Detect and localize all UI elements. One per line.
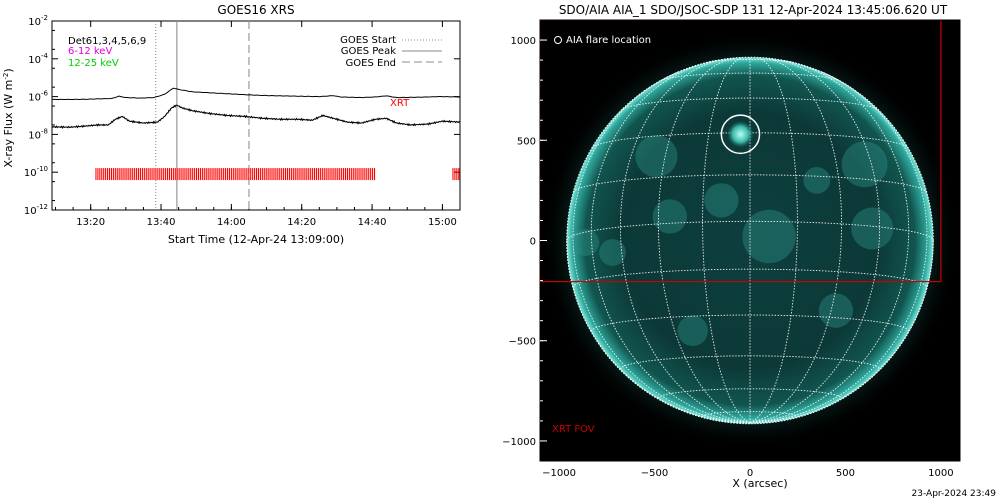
heliographic-grid [566,57,934,424]
active-region-glow [851,207,894,250]
grid-line [619,355,881,370]
aia-x-axis-label: X (arcsec) [732,477,787,490]
goes-y-tick-label: 10-2 [28,14,48,28]
legend-detectors: Det61,3,4,5,6,9 [68,36,146,47]
goes-xrs-panel: GOES16 XRS 10-2 10-4 10-6 10-8 10-10 10-12 13… [2,3,461,246]
aia-flare-circle [720,114,761,155]
aia-x-tick-label: 0 [747,468,753,479]
aia-x-tick-label: 1000 [928,468,953,479]
active-region-glow [841,141,888,188]
legend-goes-start: GOES Start [340,35,396,46]
grid-line [749,71,928,424]
footer-timestamp: 23-Apr-2024 23:49 [912,489,997,499]
active-region-glow [677,315,709,346]
aia-panel: SDO/AIA AIA_1 SDO/JSOC-SDP 131 12-Apr-20… [502,3,961,490]
goes-y-tick-label: 10-4 [28,52,48,66]
goes-x-axis-label: Start Time (12-Apr-24 13:09:00) [168,233,344,246]
goes-x-tick-label: 14:20 [287,217,316,228]
aia-y-tick-label: 0 [530,237,536,248]
goes-chart-title: GOES16 XRS [217,3,294,17]
aia-x-tick-label: −1000 [542,468,576,479]
goes-plot-frame [51,20,461,211]
active-region-glow [635,135,678,178]
grid-line [702,57,751,424]
active-region-glow [572,229,600,256]
xrt-fov-label: XRT FOV [552,424,595,435]
legend-12-25-kev: 12-25 keV [68,58,119,69]
grid-line [660,72,840,82]
active-region-glow [599,239,626,266]
aia-legend-marker [554,36,562,44]
goes-series-short [52,104,460,129]
grid-line [749,57,881,424]
goes-x-tick-label: 14:40 [358,217,387,228]
aia-legend-text: AIA flare location [566,35,651,46]
grid-line [749,57,843,424]
goes-series [52,87,460,129]
active-region-glow [652,199,687,234]
xrt-coverage [95,168,460,181]
aia-y-tick-label: −500 [509,337,536,348]
goes-x-tick-label: 13:20 [76,217,105,228]
legend-goes-end: GOES End [346,58,396,69]
aia-x-tick-label: 500 [836,468,855,479]
goes-y-tick-label: 10-8 [28,127,48,141]
grid-line [572,71,751,424]
xrt-fov-box [540,20,942,283]
active-region-glow [704,183,739,218]
legend-6-12-kev: 6-12 keV [68,46,112,57]
goes-y-tick-label: 10-10 [24,165,48,179]
goes-x-tick-label: 15:00 [428,217,457,228]
solar-limb [566,56,934,425]
aia-y-tick-label: 500 [517,136,536,147]
goes-y-axis-label: X-ray Flux (W m-2) [2,68,15,167]
xrt-label: XRT [390,98,410,109]
aia-x-tick-label: −500 [641,468,668,479]
active-region-glow [818,293,854,328]
grid-line [749,57,798,424]
goes-series-long [52,87,460,101]
flare-glow [727,120,754,148]
grid-line [657,57,751,424]
goes-y-tick-label: 10-12 [24,203,48,217]
goes-x-tick-label: 14:00 [217,217,246,228]
aia-y-tick-label: 1000 [511,36,536,47]
goes-x-axis: 13:20 13:40 14:00 14:20 14:40 15:00 [55,21,457,228]
active-region-glow [742,209,796,264]
legend-goes-peak: GOES Peak [341,46,396,57]
aia-axes: −1000 −500 0 500 1000 1000 500 0 −500 −1000 [502,36,953,479]
grid-line [619,57,751,424]
aia-y-tick-label: −1000 [502,437,536,448]
goes-x-tick-label: 13:40 [147,217,176,228]
solar-disk [566,57,934,424]
goes-y-tick-label: 10-6 [28,90,48,104]
active-region-glow [803,167,831,194]
aia-image-title: SDO/AIA AIA_1 SDO/JSOC-SDP 131 12-Apr-20… [559,3,948,17]
